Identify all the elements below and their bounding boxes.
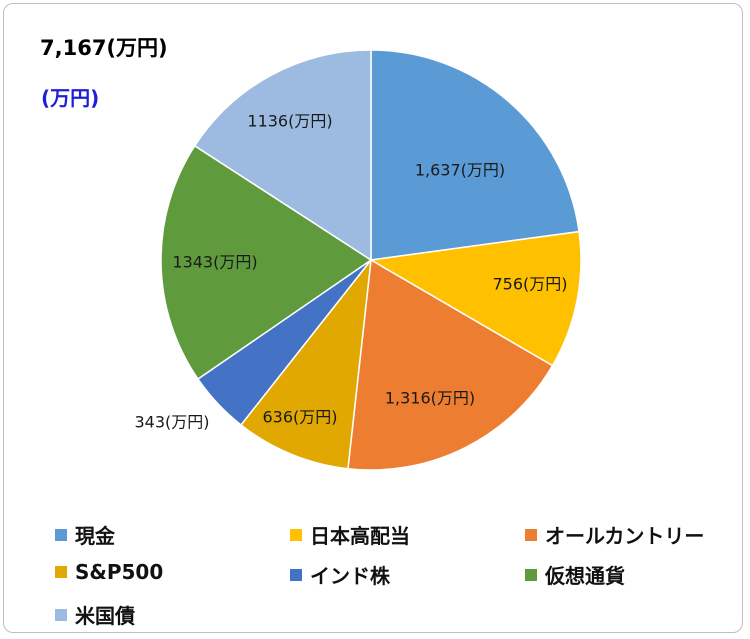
legend-item-1: 日本高配当	[290, 520, 410, 549]
legend-swatch	[525, 528, 537, 541]
slice-label-0: 1,637(万円)	[415, 161, 505, 180]
pie-slice-0	[370, 49, 580, 261]
pie-slice-3	[239, 257, 373, 470]
legend-swatch	[525, 568, 537, 581]
pie-slice-5	[160, 144, 373, 381]
slice-label-5: 1343(万円)	[172, 253, 257, 272]
total-value: 7,167(万円)	[40, 36, 168, 60]
legend-item-4: インド株	[290, 560, 390, 589]
pie-slice-1	[368, 230, 582, 367]
slice-label-2: 1,316(万円)	[385, 389, 475, 408]
legend-label: 仮想通貨	[545, 564, 625, 588]
legend-swatch	[290, 568, 302, 581]
legend-label: 現金	[75, 524, 115, 548]
legend-item-6: 米国債	[55, 600, 135, 629]
legend-swatch	[55, 528, 67, 541]
pie-slice-2	[347, 258, 554, 471]
slice-label-4: 343(万円)	[134, 413, 209, 432]
legend-item-2: オールカントリー	[525, 520, 704, 549]
slice-label-6: 1136(万円)	[247, 112, 332, 131]
legend-item-3: S&P500	[55, 560, 163, 584]
legend-label: 米国債	[75, 604, 135, 628]
slice-label-3: 636(万円)	[262, 408, 337, 427]
legend-label: インド株	[310, 564, 390, 588]
legend-label: S&P500	[75, 560, 164, 584]
legend-label: 日本高配当	[310, 524, 410, 548]
legend-item-5: 仮想通貨	[525, 560, 625, 589]
legend-swatch	[290, 528, 302, 541]
legend-swatch	[55, 566, 67, 578]
unit-label: (万円)	[41, 86, 100, 110]
legend-item-0: 現金	[55, 520, 115, 549]
legend-label: オールカントリー	[545, 524, 705, 548]
legend-swatch	[55, 608, 67, 621]
pie-slice-6	[193, 49, 372, 262]
slice-label-1: 756(万円)	[492, 275, 567, 294]
